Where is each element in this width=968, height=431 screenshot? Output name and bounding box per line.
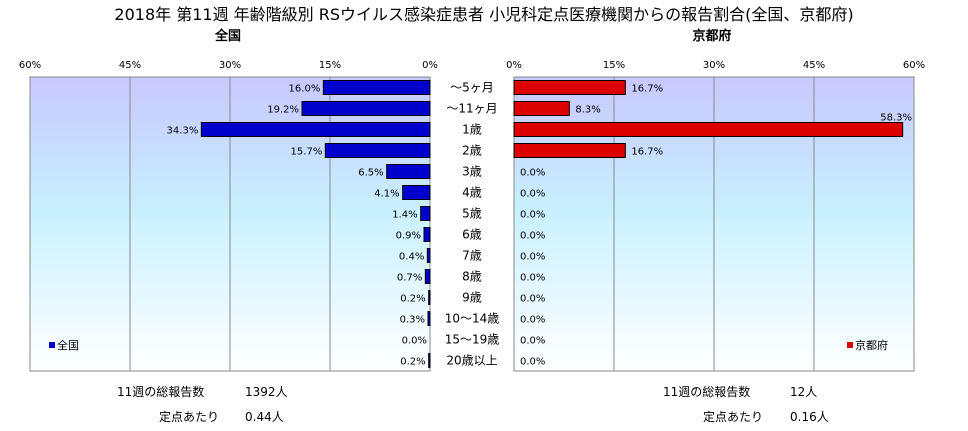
bar-national	[424, 269, 431, 284]
data-label-national: 0.2%	[400, 357, 425, 368]
data-label-national: 0.3%	[400, 315, 425, 326]
data-labels: 16.0% 19.2% 34.3% 15.7% 6.5% 4.1% 1.4% 0.9% 0.4%…	[167, 84, 912, 368]
chart-title: 2018年 第11週 年齢階級別 RSウイルス感染症患者 小児科定点医療機関から…	[114, 5, 853, 24]
data-label-kyoto: 8.3%	[575, 105, 600, 116]
category-label: 4歳	[462, 186, 482, 200]
data-label-kyoto: 0.0%	[520, 336, 545, 347]
bar-national	[426, 248, 431, 263]
data-label-national: 15.7%	[291, 147, 323, 158]
legend-label-national: 全国	[57, 338, 79, 352]
data-label-national: 34.3%	[167, 126, 199, 137]
category-label: 6歳	[462, 228, 482, 242]
bar-national	[200, 122, 431, 137]
kyoto-per-label: 定点あたり	[703, 409, 763, 424]
legend-swatch-kyoto	[847, 342, 853, 348]
data-label-kyoto: 0.0%	[520, 357, 545, 368]
category-labels: ～5ヶ月 ～11ヶ月 1歳 2歳 3歳 4歳 5歳 6歳 7歳 8歳 9歳 10～14歳 15～19歳 2…	[445, 81, 500, 368]
bar-national	[428, 353, 431, 368]
bar-kyoto	[513, 80, 626, 95]
data-label-national: 0.0%	[402, 336, 427, 347]
kyoto-per-value: 0.16人	[790, 410, 829, 424]
category-label: 9歳	[462, 291, 482, 305]
legend-kyoto: 京都府	[847, 338, 888, 352]
category-label: 7歳	[462, 249, 482, 263]
category-label: ～11ヶ月	[446, 102, 497, 116]
bar-kyoto	[513, 122, 904, 137]
data-label-kyoto: 0.0%	[520, 294, 545, 305]
bar-national	[301, 101, 431, 116]
national-total-label: 11週の総報告数	[117, 384, 204, 399]
data-label-kyoto: 0.0%	[520, 168, 545, 179]
x-tick-label-right: 0%	[506, 60, 522, 71]
x-tick-label-left: 60%	[19, 60, 41, 71]
category-label: 8歳	[462, 270, 482, 284]
category-label: ～5ヶ月	[450, 81, 494, 95]
category-label: 10～14歳	[445, 312, 500, 326]
bar-national	[427, 311, 431, 326]
bar-national	[423, 227, 431, 242]
x-tick-label-right: 15%	[603, 60, 625, 71]
data-label-kyoto: 0.0%	[520, 252, 545, 263]
bar-national	[386, 164, 431, 179]
category-label: 15～19歳	[445, 333, 500, 347]
bars	[200, 80, 904, 368]
category-label: 1歳	[462, 123, 482, 137]
data-label-kyoto: 0.0%	[520, 231, 545, 242]
category-label: 3歳	[462, 165, 482, 179]
bar-national	[428, 290, 431, 305]
data-label-national: 0.7%	[397, 273, 422, 284]
data-label-kyoto: 58.3%	[880, 113, 912, 124]
data-label-national: 19.2%	[267, 105, 299, 116]
legend-swatch-national	[49, 342, 55, 348]
x-tick-label-left: 15%	[319, 60, 341, 71]
legend-national: 全国	[49, 338, 79, 352]
x-tick-label-right: 30%	[703, 60, 725, 71]
x-tick-label-left: 0%	[422, 60, 438, 71]
bar-national	[420, 206, 431, 221]
national-per-label: 定点あたり	[159, 409, 219, 424]
data-label-national: 4.1%	[374, 189, 399, 200]
data-label-national: 0.4%	[399, 252, 424, 263]
legend-label-kyoto: 京都府	[855, 338, 888, 352]
data-label-national: 0.2%	[400, 294, 425, 305]
data-label-national: 0.9%	[396, 231, 421, 242]
kyoto-total-label: 11週の総報告数	[663, 384, 750, 399]
x-tick-label-left: 45%	[119, 60, 141, 71]
bar-kyoto	[513, 143, 626, 158]
data-label-national: 1.4%	[392, 210, 417, 221]
data-label-kyoto: 16.7%	[631, 84, 663, 95]
bar-national	[322, 80, 431, 95]
bar-kyoto	[513, 101, 570, 116]
data-label-kyoto: 0.0%	[520, 210, 545, 221]
bar-national	[402, 185, 431, 200]
left-panel-subtitle: 全国	[214, 28, 241, 44]
category-label: 5歳	[462, 207, 482, 221]
category-label: 2歳	[462, 144, 482, 158]
kyoto-total-value: 12人	[790, 385, 817, 399]
data-label-kyoto: 0.0%	[520, 315, 545, 326]
x-tick-label-right: 60%	[903, 60, 925, 71]
data-label-kyoto: 0.0%	[520, 189, 545, 200]
category-label: 20歳以上	[446, 354, 497, 368]
national-per-value: 0.44人	[245, 410, 284, 424]
x-tick-label-right: 45%	[803, 60, 825, 71]
national-total-value: 1392人	[245, 385, 288, 399]
right-panel-subtitle: 京都府	[692, 28, 731, 44]
bar-national	[324, 143, 431, 158]
data-label-national: 6.5%	[358, 168, 383, 179]
data-label-national: 16.0%	[289, 84, 321, 95]
x-tick-label-left: 30%	[219, 60, 241, 71]
axis-ticks: 60% 0% 45% 15% 30% 30% 15% 45% 0% 60%	[19, 60, 925, 71]
data-label-kyoto: 16.7%	[631, 147, 663, 158]
data-label-kyoto: 0.0%	[520, 273, 545, 284]
